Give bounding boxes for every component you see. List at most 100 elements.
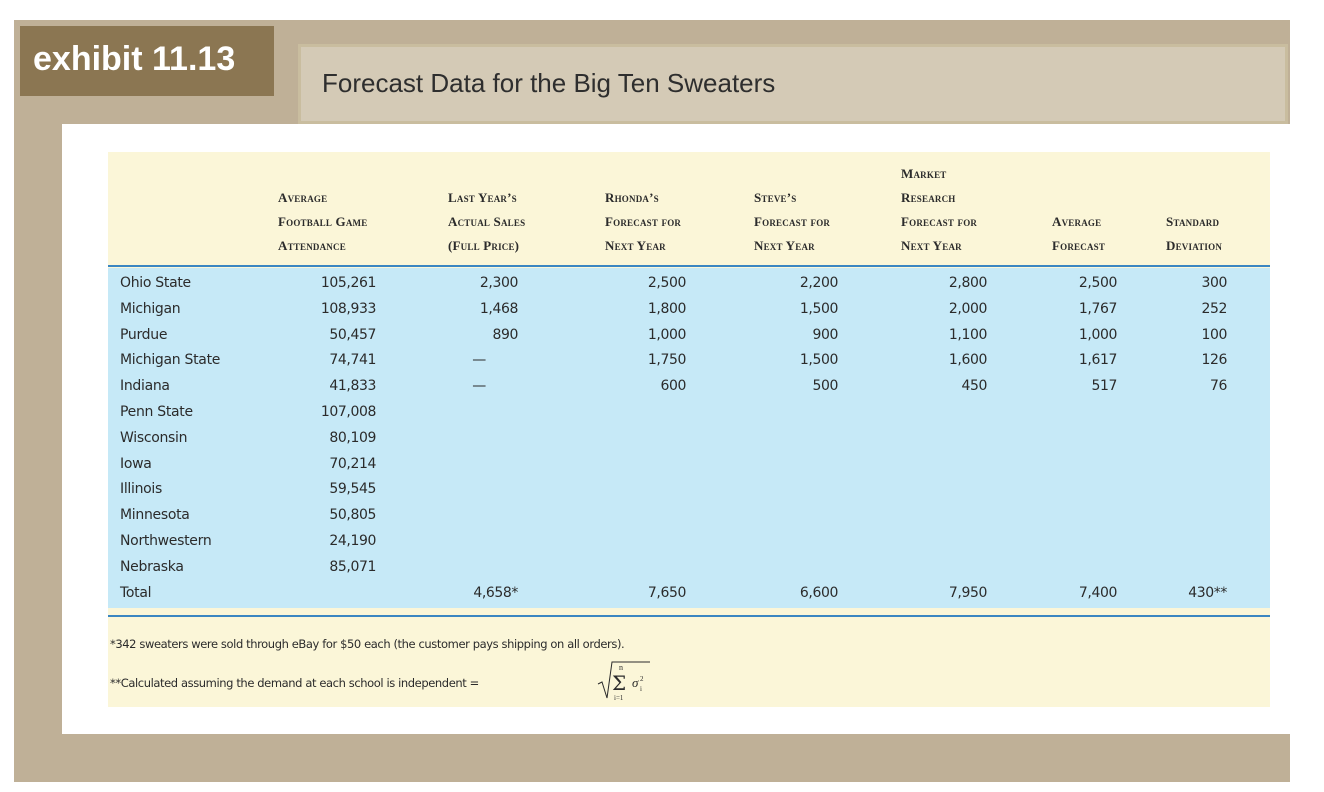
total-market-research-forecast: 7,950 xyxy=(948,584,987,601)
title-band xyxy=(298,44,1288,124)
column-header-standard-deviation: Standard Deviation xyxy=(1166,210,1222,258)
cell-standard-deviation: 100 xyxy=(1201,326,1227,343)
table-body-background xyxy=(108,268,1270,608)
cell-rhonda-forecast: 2,500 xyxy=(647,275,686,291)
cell-attendance: 50,457 xyxy=(329,326,376,343)
cell-market-research-forecast: 450 xyxy=(961,378,987,395)
column-header-rhonda-forecast: Rhonda’s Forecast for Next Year xyxy=(605,186,681,258)
cell-attendance: 80,109 xyxy=(329,429,376,446)
cell-rhonda-forecast: 1,800 xyxy=(647,300,686,317)
footer-rule xyxy=(108,615,1270,617)
formula-subscript: i xyxy=(640,685,642,693)
total-average-forecast: 7,400 xyxy=(1078,584,1117,601)
column-header-line: Attendance xyxy=(278,238,346,253)
total-steve-forecast: 6,600 xyxy=(799,584,838,601)
cell-steve-forecast: 1,500 xyxy=(799,352,838,369)
column-header-line: Research xyxy=(901,190,956,205)
cell-last-year-sales: 2,300 xyxy=(479,275,518,291)
column-header-line: Forecast for xyxy=(901,214,978,229)
cell-average-forecast: 2,500 xyxy=(1078,275,1117,291)
column-header-line: (Full Price) xyxy=(448,238,520,253)
row-label-school: Ohio State xyxy=(120,275,191,291)
cell-last-year-sales: 1,468 xyxy=(479,300,518,317)
column-header-average-forecast: Average Forecast xyxy=(1052,210,1105,258)
cell-average-forecast: 517 xyxy=(1091,378,1117,395)
row-label-school: Nebraska xyxy=(120,558,184,575)
column-header-line: Next Year xyxy=(901,238,962,253)
cell-rhonda-forecast: 1,000 xyxy=(647,326,686,343)
header-rule xyxy=(108,265,1270,267)
cell-attendance: 70,214 xyxy=(329,455,376,472)
cell-standard-deviation: 126 xyxy=(1201,352,1227,369)
cell-standard-deviation: 76 xyxy=(1209,378,1227,395)
formula-lower-limit: i=1 xyxy=(614,694,624,702)
cell-last-year-sales: — xyxy=(472,352,486,369)
column-header-line: Forecast for xyxy=(754,214,831,229)
column-header-last-year-sales: Last Year’s Actual Sales (Full Price) xyxy=(448,186,525,258)
column-header-line: Market xyxy=(901,166,947,181)
column-header-line: Rhonda’s xyxy=(605,190,659,205)
exhibit-title: Forecast Data for the Big Ten Sweaters xyxy=(322,68,776,98)
row-label-school: Iowa xyxy=(120,455,152,472)
row-label-school: Minnesota xyxy=(120,507,190,524)
cell-steve-forecast: 1,500 xyxy=(799,300,838,317)
row-label-school: Penn State xyxy=(120,404,193,420)
column-header-line: Next Year xyxy=(754,238,815,253)
column-header-line: Average xyxy=(278,190,328,205)
cell-last-year-sales: 890 xyxy=(492,326,518,343)
cell-attendance: 50,805 xyxy=(329,507,376,524)
row-label-school: Illinois xyxy=(120,481,163,498)
footnote-ebay: *342 sweaters were sold through eBay for… xyxy=(110,637,625,651)
row-label-school: Purdue xyxy=(120,326,168,343)
footnote-std-calc: **Calculated assuming the demand at each… xyxy=(110,676,479,690)
cell-attendance: 108,933 xyxy=(320,300,376,317)
row-label-school: Michigan State xyxy=(120,352,221,369)
formula-sigma: Σ xyxy=(612,671,626,695)
column-header-line: Forecast xyxy=(1052,238,1106,253)
cell-market-research-forecast: 2,000 xyxy=(948,300,987,317)
row-label-school: Indiana xyxy=(120,378,170,395)
exhibit-label: exhibit 11.13 xyxy=(20,26,274,96)
row-label-school: Michigan xyxy=(120,300,181,317)
total-last-year-sales: 4,658* xyxy=(473,584,518,601)
total-rhonda-forecast: 7,650 xyxy=(647,584,686,601)
column-header-line: Actual Sales xyxy=(448,214,526,229)
cell-average-forecast: 1,000 xyxy=(1078,326,1117,343)
cell-steve-forecast: 500 xyxy=(812,378,838,395)
column-header-steve-forecast: Steve’s Forecast for Next Year xyxy=(754,186,830,258)
cell-average-forecast: 1,767 xyxy=(1078,300,1117,317)
cell-market-research-forecast: 1,600 xyxy=(948,352,987,369)
cell-steve-forecast: 2,200 xyxy=(799,275,838,291)
column-header-line: Forecast for xyxy=(605,214,682,229)
total-standard-deviation: 430** xyxy=(1188,584,1227,601)
cell-rhonda-forecast: 1,750 xyxy=(647,352,686,369)
cell-market-research-forecast: 1,100 xyxy=(948,326,987,343)
column-header-line: Last Year’s xyxy=(448,190,517,205)
cell-rhonda-forecast: 600 xyxy=(660,378,686,395)
column-header-line: Next Year xyxy=(605,238,666,253)
formula-term: σ xyxy=(632,675,639,690)
column-header-attendance: Average Football Game Attendance xyxy=(278,186,367,258)
row-label-school: Wisconsin xyxy=(120,429,188,446)
column-header-market-research-forecast: Market Research Forecast for Next Year xyxy=(901,162,977,258)
cell-attendance: 59,545 xyxy=(329,481,376,498)
cell-standard-deviation: 300 xyxy=(1201,275,1227,291)
column-header-line: Average xyxy=(1052,214,1102,229)
cell-market-research-forecast: 2,800 xyxy=(948,275,987,291)
column-header-line: Standard xyxy=(1166,214,1220,229)
cell-attendance: 105,261 xyxy=(320,275,376,291)
cell-attendance: 85,071 xyxy=(329,558,376,575)
row-label-school: Northwestern xyxy=(120,533,212,549)
column-header-line: Football Game xyxy=(278,214,368,229)
formula-upper-limit: n xyxy=(619,663,623,672)
column-header-line: Steve’s xyxy=(754,190,797,205)
cell-average-forecast: 1,617 xyxy=(1078,352,1117,369)
cell-attendance: 24,190 xyxy=(329,533,376,549)
cell-last-year-sales: — xyxy=(472,378,486,395)
cell-attendance: 107,008 xyxy=(320,404,376,420)
total-row-label: Total xyxy=(120,584,152,601)
cell-steve-forecast: 900 xyxy=(812,326,838,343)
cell-standard-deviation: 252 xyxy=(1201,300,1227,317)
cell-attendance: 74,741 xyxy=(329,352,376,369)
sqrt-sum-formula: n Σ i=1 σ 2 i xyxy=(597,661,650,702)
